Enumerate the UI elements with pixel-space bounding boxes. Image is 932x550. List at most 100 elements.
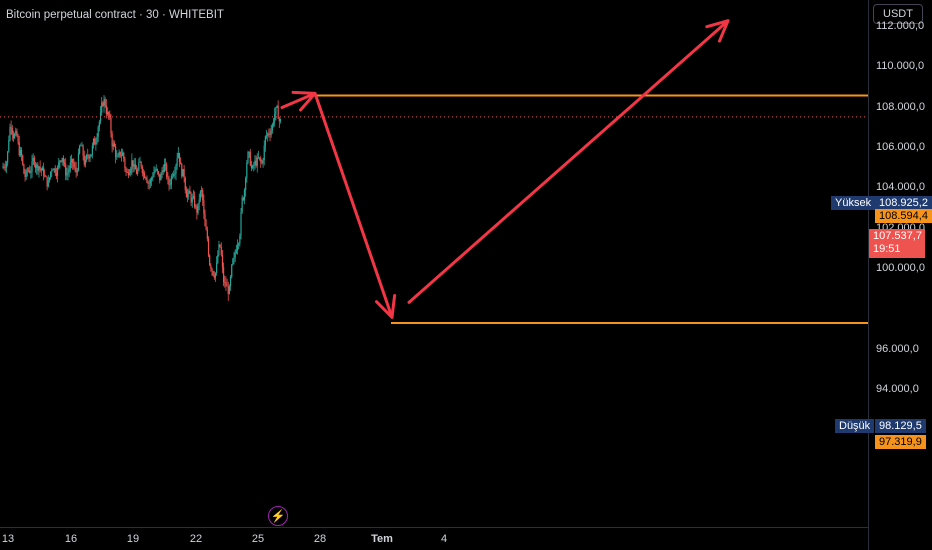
candle-body	[62, 157, 64, 163]
candle-body	[60, 160, 62, 162]
candle-body	[234, 252, 236, 258]
candle-body	[19, 150, 22, 156]
candle-body	[45, 176, 47, 177]
candle-body	[59, 160, 61, 163]
candle-body	[270, 130, 272, 135]
candle-body	[171, 175, 174, 177]
candle-body	[174, 173, 176, 175]
candle-body	[53, 168, 55, 170]
price-axis-separator	[868, 0, 869, 550]
candle-body	[102, 102, 104, 106]
arrow-segment-up-short[interactable]	[280, 91, 317, 109]
candle-body	[75, 168, 77, 173]
candle-body	[232, 258, 234, 265]
candle-body	[137, 170, 139, 174]
candle-body	[205, 226, 207, 230]
candle-body	[144, 173, 146, 178]
candle-body	[154, 170, 156, 173]
arrow-segment-down[interactable]	[313, 91, 394, 319]
candle-body	[48, 177, 51, 181]
candle-body	[257, 157, 260, 159]
candle-body	[116, 156, 118, 158]
level-top-tag: 108.594,4	[875, 209, 932, 223]
candle-body	[176, 157, 178, 166]
price-tick-label: 108.000,0	[876, 100, 925, 113]
candle-body	[135, 169, 138, 174]
high-label-tag: Yüksek	[831, 196, 876, 210]
candle-body	[69, 162, 71, 169]
candle-body	[195, 206, 197, 208]
currency-button[interactable]: USDT	[873, 4, 923, 24]
candle-body	[235, 249, 237, 253]
candle-body	[126, 171, 128, 173]
time-tick-label: 25	[251, 533, 265, 545]
candle-body	[216, 262, 218, 273]
candle-body	[168, 178, 170, 186]
candle-body	[14, 134, 16, 138]
candle-body	[2, 166, 4, 169]
candle-body	[68, 168, 70, 172]
candle-body	[104, 99, 106, 106]
candle-body	[119, 151, 121, 156]
candle-body	[65, 164, 67, 176]
candle-body	[40, 168, 42, 171]
candle-body	[96, 136, 98, 143]
lightning-bolt-icon[interactable]: ⚡	[268, 506, 288, 526]
candle-body	[227, 286, 229, 294]
candle-body	[164, 163, 167, 165]
candle-body	[52, 169, 54, 171]
candle-body	[18, 142, 20, 156]
candle-body	[138, 162, 140, 171]
candle-body	[47, 180, 49, 187]
candle-body	[238, 243, 240, 246]
candle-body	[256, 157, 258, 166]
candle-body	[58, 162, 60, 168]
candle-body	[31, 161, 33, 172]
candle-body	[275, 107, 277, 115]
candle-body	[200, 190, 203, 192]
candle-body	[241, 197, 243, 212]
candle-body	[103, 99, 105, 106]
candle-body	[66, 174, 68, 176]
time-tick-label: 16	[64, 533, 78, 545]
candle-body	[185, 190, 188, 198]
candle-body	[54, 168, 56, 174]
candle-body	[221, 255, 224, 268]
candle-body	[125, 168, 127, 172]
candle-body	[56, 167, 59, 176]
time-axis-separator	[0, 527, 868, 528]
candle-body	[105, 105, 107, 114]
candle-body	[77, 153, 80, 171]
candle-body	[141, 166, 143, 173]
candle-body	[90, 154, 92, 157]
candle-body	[213, 275, 215, 278]
candle-body	[271, 124, 273, 131]
candle-body	[151, 178, 153, 181]
candle-body	[133, 164, 135, 167]
candle-body	[127, 172, 129, 175]
arrow-segment-up-long[interactable]	[407, 19, 730, 304]
candle-body	[169, 184, 171, 186]
candle-body	[278, 118, 280, 122]
candle-body	[41, 167, 44, 171]
candle-body	[9, 127, 11, 141]
candle-body	[106, 112, 109, 114]
price-tick-label: 106.000,0	[876, 140, 925, 153]
projection-arrows[interactable]	[280, 19, 730, 319]
candle-body	[246, 162, 248, 178]
candle-body	[198, 199, 200, 204]
candle-body	[82, 145, 84, 156]
candle-body	[157, 171, 160, 174]
candle-body	[146, 177, 148, 183]
candle-body	[140, 161, 142, 167]
candle-body	[23, 164, 25, 174]
candle-body	[73, 162, 75, 167]
candle-body	[39, 166, 41, 169]
candle-body	[109, 114, 111, 118]
candle-body	[167, 176, 169, 179]
candle-body	[178, 152, 181, 162]
candle-body	[145, 177, 147, 179]
time-tick-label: 19	[126, 533, 140, 545]
candle-body	[191, 197, 193, 203]
